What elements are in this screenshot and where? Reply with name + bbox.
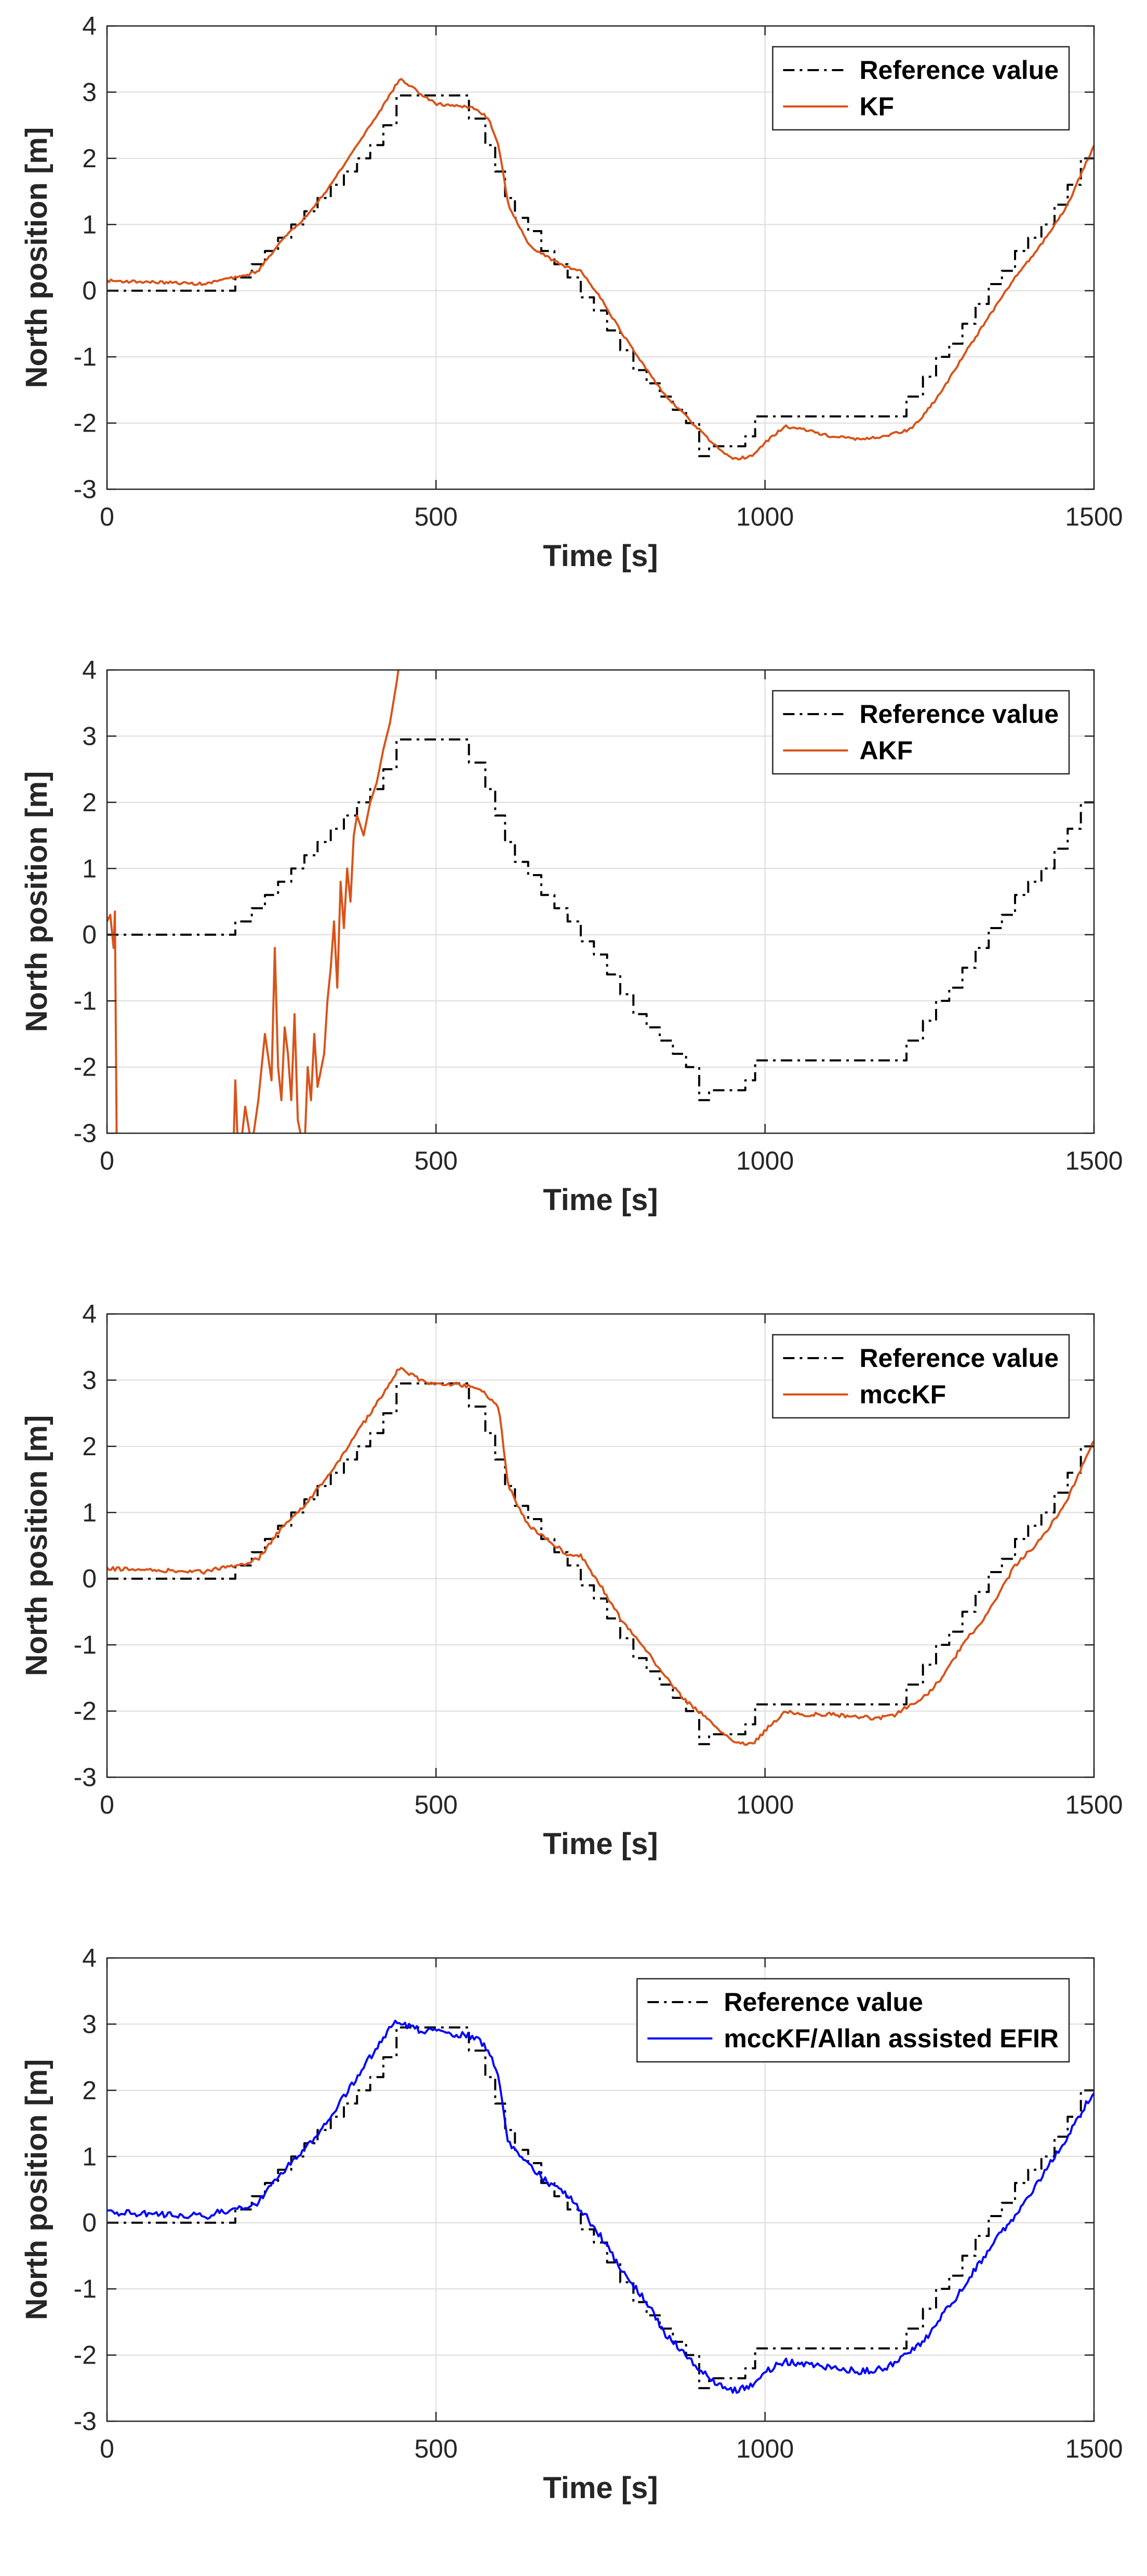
y-tick-label: 4 <box>82 1299 97 1329</box>
series-line-reference-value <box>107 1382 1094 1746</box>
y-tick-label: 1 <box>82 2142 97 2171</box>
legend-label: Reference value <box>724 1988 923 2017</box>
x-tick-label: 1000 <box>736 1790 794 1819</box>
y-tick-label: -1 <box>74 1630 97 1659</box>
x-tick-label: 500 <box>415 1146 458 1175</box>
y-tick-label: 0 <box>82 1564 97 1593</box>
y-tick-label: 2 <box>82 788 97 817</box>
x-tick-label: 1500 <box>1065 502 1123 531</box>
x-axis-label: Time [s] <box>543 539 658 573</box>
legend-label: mccKF <box>859 1380 946 1409</box>
y-tick-label: 1 <box>82 1498 97 1527</box>
y-tick-label: -3 <box>74 2407 97 2436</box>
y-axis-label: North position [m] <box>20 127 54 388</box>
y-tick-label: -3 <box>74 1119 97 1148</box>
series-line-mcckf <box>107 1366 1094 1746</box>
x-tick-label: 1500 <box>1065 2434 1123 2463</box>
legend-label: KF <box>859 92 894 121</box>
x-tick-label: 1000 <box>736 502 794 531</box>
y-tick-label: 4 <box>82 655 97 685</box>
x-tick-label: 0 <box>100 1790 114 1819</box>
axes-box <box>106 1313 1095 1778</box>
y-tick-label: -2 <box>74 1053 97 1082</box>
legend: Reference value KF <box>772 46 1070 131</box>
y-tick-label: 2 <box>82 144 97 173</box>
legend-box <box>772 690 1070 775</box>
x-tick-label: 1000 <box>736 1146 794 1175</box>
legend-label: mccKF/Allan assisted EFIR <box>724 2024 1059 2053</box>
x-tick-label: 500 <box>415 502 458 531</box>
y-tick-label: 4 <box>82 1943 97 1973</box>
y-tick-label: -1 <box>74 342 97 371</box>
legend: Reference value mccKF <box>772 1334 1070 1419</box>
y-tick-label: 1 <box>82 210 97 239</box>
chart-panel-3: 0 500 1000 1500 -3 -2 -1 0 1 2 3 4 Time [s] North pos… <box>20 1299 1123 1861</box>
x-axis-label: Time [s] <box>543 1827 658 1861</box>
series-line-reference-value <box>107 94 1094 458</box>
y-tick-label: 0 <box>82 920 97 949</box>
y-axis-label: North position [m] <box>20 771 54 1032</box>
x-tick-label: 1500 <box>1065 1146 1123 1175</box>
chart-panel-2: 0 500 1000 1500 -3 -2 -1 0 1 2 3 4 Time [s] North pos… <box>20 655 1123 1217</box>
series-line-akf <box>107 670 399 1133</box>
legend-label: Reference value <box>859 56 1059 85</box>
y-axis-label: North position [m] <box>20 2059 54 2320</box>
legend-box <box>772 1334 1070 1419</box>
y-tick-label: 3 <box>82 2009 97 2038</box>
y-tick-label: 1 <box>82 854 97 883</box>
x-tick-label: 1500 <box>1065 1790 1123 1819</box>
x-axis-label: Time [s] <box>543 2471 658 2505</box>
y-tick-label: -2 <box>74 2341 97 2370</box>
legend-label: Reference value <box>859 700 1059 729</box>
legend-box <box>636 1978 1070 2063</box>
legend-label: AKF <box>859 736 913 765</box>
legend-label: Reference value <box>859 1344 1059 1373</box>
y-tick-label: 0 <box>82 276 97 305</box>
series-line-reference-value <box>107 2026 1094 2390</box>
y-tick-label: -1 <box>74 986 97 1015</box>
y-tick-label: 2 <box>82 1432 97 1461</box>
series-line-kf <box>107 78 1094 461</box>
legend: Reference value mccKF/Allan assisted EFIR <box>636 1978 1070 2063</box>
axes-box <box>106 25 1095 490</box>
legend: Reference value AKF <box>772 690 1070 775</box>
legend-box <box>772 46 1070 131</box>
x-tick-label: 0 <box>100 1146 114 1175</box>
y-tick-label: -2 <box>74 409 97 438</box>
y-tick-label: 3 <box>82 1365 97 1394</box>
x-axis-label: Time [s] <box>543 1183 658 1217</box>
y-tick-label: -3 <box>74 475 97 504</box>
y-tick-label: 3 <box>82 721 97 750</box>
chart-panel-1: 0 500 1000 1500 -3 -2 -1 0 1 2 3 4 Time [s] North pos… <box>20 11 1123 573</box>
series-line-mcckf-allan-assisted-efir <box>107 2019 1094 2394</box>
y-tick-label: 0 <box>82 2208 97 2237</box>
x-tick-label: 500 <box>415 1790 458 1819</box>
x-tick-label: 500 <box>415 2434 458 2463</box>
axes-box <box>106 669 1095 1134</box>
y-tick-label: 2 <box>82 2076 97 2105</box>
axes-box <box>106 1957 1095 2422</box>
x-tick-label: 1000 <box>736 2434 794 2463</box>
y-tick-label: -3 <box>74 1763 97 1792</box>
y-tick-label: -2 <box>74 1697 97 1726</box>
series-line-reference-value <box>107 738 1094 1102</box>
y-tick-label: -1 <box>74 2274 97 2303</box>
chart-panel-4: 0 500 1000 1500 -3 -2 -1 0 1 2 3 4 Time [s] North pos… <box>20 1943 1123 2505</box>
y-tick-label: 3 <box>82 77 97 106</box>
y-tick-label: 4 <box>82 11 97 41</box>
y-axis-label: North position [m] <box>20 1415 54 1676</box>
x-tick-label: 0 <box>100 2434 114 2463</box>
x-tick-label: 0 <box>100 502 114 531</box>
